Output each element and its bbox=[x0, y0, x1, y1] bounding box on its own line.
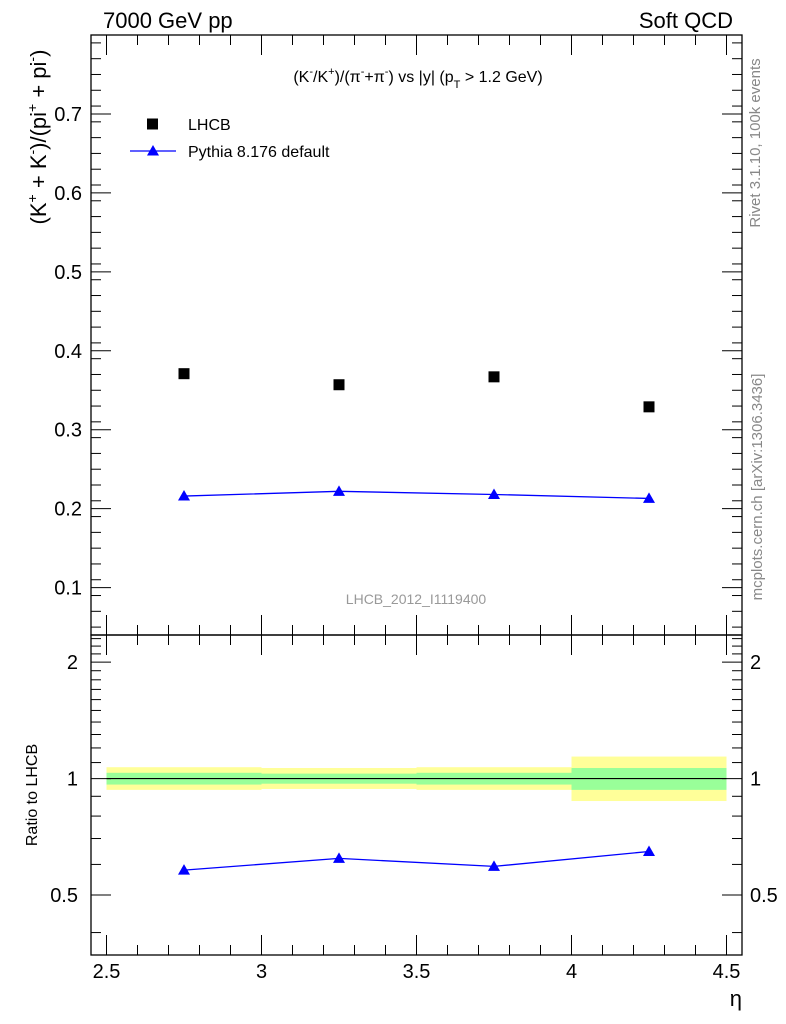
pythia-ratio-marker bbox=[333, 852, 345, 863]
pythia-ratio-marker bbox=[488, 860, 500, 871]
x-tick-label: 3.5 bbox=[403, 961, 431, 983]
ratio-ytick-label-right: 2 bbox=[750, 652, 761, 674]
main-series bbox=[178, 368, 655, 503]
legend: LHCB Pythia 8.176 default bbox=[130, 117, 330, 161]
lhcb-data-point bbox=[488, 371, 500, 383]
main-y-axis-label: (K+ + K-)/(pi+ + pi-) bbox=[24, 50, 51, 225]
pythia-ratio-line bbox=[183, 850, 650, 871]
ratio-ytick-label-right: 1 bbox=[750, 769, 761, 791]
ratio-ytick-label-left: 2 bbox=[67, 652, 78, 674]
pythia-marker bbox=[333, 485, 345, 496]
pythia-marker bbox=[488, 488, 500, 499]
ratio-axes: 0.5 0.5 1 1 2 2 2.5 3 3.5 4 4.5 bbox=[50, 635, 778, 983]
main-ytick-label: 0.4 bbox=[54, 341, 82, 363]
main-ytick-label: 0.6 bbox=[54, 183, 82, 205]
main-title: (K-/K+)/(π-+π-) vs |y| (pT > 1.2 GeV) bbox=[293, 66, 542, 91]
ratio-frame bbox=[90, 634, 743, 956]
x-axis-label: η bbox=[730, 986, 742, 1011]
main-ytick-label: 0.3 bbox=[54, 420, 82, 442]
ratio-ytick-label-left: 1 bbox=[67, 769, 78, 791]
rivet-label: Rivet 3.1.10, 100k events bbox=[747, 58, 764, 227]
pythia-marker bbox=[178, 490, 190, 501]
pythia-ratio-marker bbox=[643, 845, 655, 856]
main-ytick-label: 0.5 bbox=[54, 262, 82, 284]
main-ytick-label: 0.1 bbox=[54, 578, 82, 600]
x-tick-label: 4 bbox=[566, 961, 577, 983]
analysis-label: LHCB_2012_I1119400 bbox=[346, 591, 487, 607]
lhcb-data-point bbox=[178, 368, 190, 380]
main-axes: 0.1 0.2 0.3 0.4 0.5 0.6 0.7 bbox=[54, 35, 742, 635]
x-tick-label: 2.5 bbox=[93, 961, 121, 983]
ratio-series bbox=[178, 845, 655, 875]
ratio-y-axis-label: Ratio to LHCB bbox=[24, 744, 41, 846]
mcplots-label: mcplots.cern.ch [arXiv:1306.3436] bbox=[749, 374, 766, 601]
ratio-ytick-label-right: 0.5 bbox=[750, 885, 778, 907]
pythia-marker bbox=[643, 492, 655, 503]
pythia-line bbox=[183, 490, 650, 500]
legend-pythia-marker bbox=[147, 145, 159, 156]
legend-label: Pythia 8.176 default bbox=[188, 144, 330, 161]
main-ytick-label: 0.7 bbox=[54, 104, 82, 126]
main-ytick-label: 0.2 bbox=[54, 499, 82, 521]
lhcb-data-point bbox=[643, 401, 655, 413]
ratio-ytick-label-left: 0.5 bbox=[50, 885, 78, 907]
pythia-ratio-marker bbox=[178, 864, 190, 875]
legend-label: LHCB bbox=[188, 117, 231, 134]
legend-lhcb-marker bbox=[147, 118, 158, 130]
energy-label: 7000 GeV pp bbox=[103, 8, 233, 33]
x-tick-label: 3 bbox=[256, 961, 267, 983]
lhcb-data-point bbox=[333, 379, 345, 391]
category-label: Soft QCD bbox=[639, 8, 733, 33]
x-tick-label: 4.5 bbox=[713, 961, 741, 983]
